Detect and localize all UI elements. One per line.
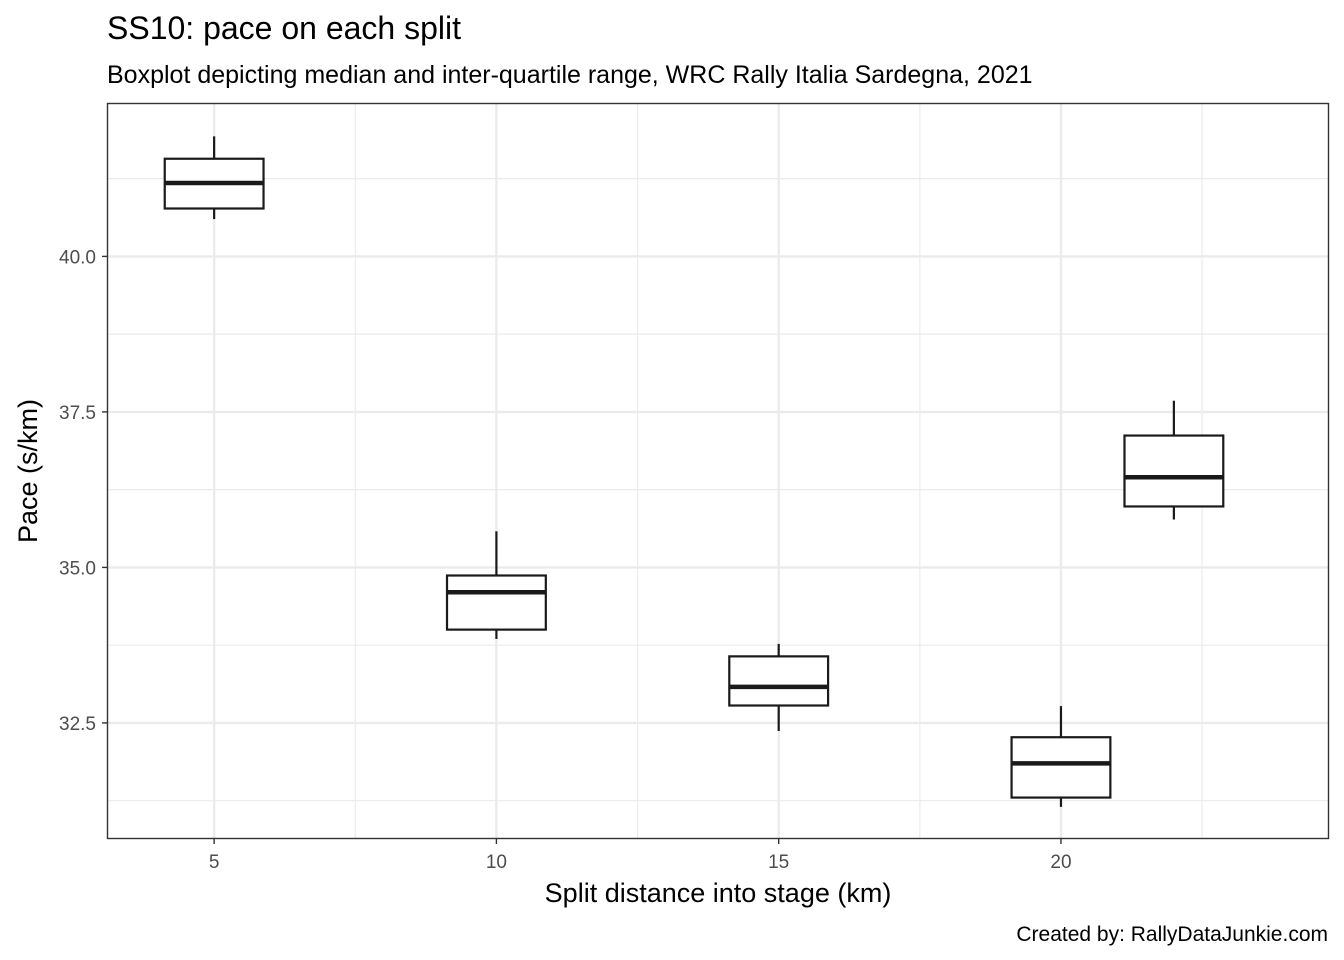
y-axis-title: Pace (s/km) [13,399,43,543]
boxplot [1123,400,1225,520]
y-tick-label: 40.0 [59,247,96,268]
y-tick-label: 32.5 [59,714,96,735]
chart-caption: Created by: RallyDataJunkie.com [1016,923,1328,946]
boxplot [163,136,265,220]
boxplots [163,136,1225,807]
x-tick-label: 15 [768,852,789,873]
x-tick-label: 5 [209,852,220,873]
iqr-box [1123,434,1225,508]
iqr-box [1010,736,1112,799]
plot-panel [106,102,1330,840]
x-axis-title: Split distance into stage (km) [545,878,892,908]
x-tick-label: 10 [486,852,507,873]
y-tick-label: 37.5 [59,403,96,424]
boxplot [1010,706,1112,807]
y-tick-label: 35.0 [59,558,96,579]
boxplot [445,531,547,639]
iqr-box [728,655,830,707]
boxplot [728,643,830,732]
chart-subtitle: Boxplot depicting median and inter-quart… [107,61,1033,89]
axes: 5 10 15 20 32.5 35.0 37.5 40.0 [59,247,1072,873]
chart-title: SS10: pace on each split [107,10,461,46]
iqr-box [445,574,547,631]
x-tick-label: 20 [1050,852,1071,873]
